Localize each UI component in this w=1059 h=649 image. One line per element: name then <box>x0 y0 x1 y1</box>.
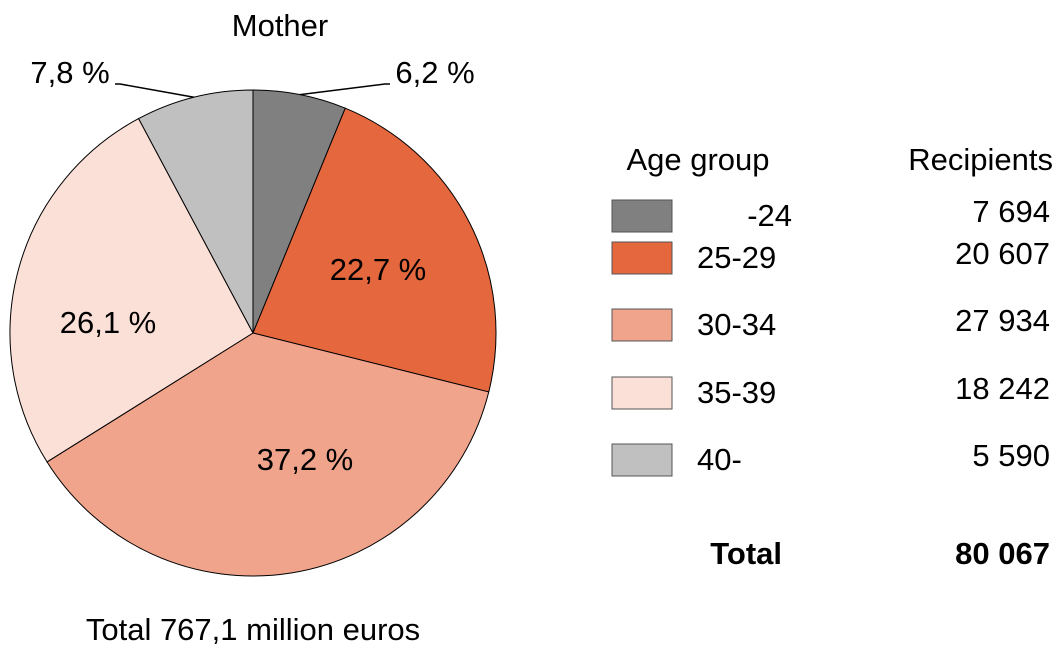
chart-title: Mother <box>232 8 328 43</box>
table-header: Recipients <box>908 142 1053 177</box>
chart-footer: Total 767,1 million euros <box>86 612 420 647</box>
legend-label: 30-34 <box>697 307 776 342</box>
pie-slice <box>252 107 497 393</box>
legend-swatch <box>611 308 673 342</box>
slice-label: 22,7 % <box>330 252 427 287</box>
recipients-value: 7 694 <box>972 194 1050 229</box>
pie-slice <box>9 117 254 463</box>
recipients-value: 5 590 <box>972 438 1050 473</box>
pie-slice <box>46 332 490 577</box>
legend-label: -24 <box>747 198 792 233</box>
leader-line <box>115 83 195 98</box>
table-header: Age group <box>626 142 769 177</box>
slice-label: 26,1 % <box>60 305 157 340</box>
legend-label: 25-29 <box>697 240 776 275</box>
total-value: 80 067 <box>955 536 1050 571</box>
total-label: Total <box>710 536 782 571</box>
slice-label: 6,2 % <box>395 55 474 90</box>
recipients-value: 18 242 <box>955 371 1050 406</box>
legend-swatch <box>611 199 673 233</box>
leader-line <box>299 83 390 96</box>
slice-label: 37,2 % <box>257 442 354 477</box>
recipients-value: 27 934 <box>955 303 1050 338</box>
legend-swatch <box>611 443 673 477</box>
pie-slice <box>137 89 254 334</box>
legend-label: 40- <box>697 442 742 477</box>
slice-label: 7,8 % <box>30 55 109 90</box>
legend-swatch <box>611 241 673 275</box>
legend-swatch <box>611 376 673 410</box>
recipients-value: 20 607 <box>955 236 1050 271</box>
legend-label: 35-39 <box>697 375 776 410</box>
